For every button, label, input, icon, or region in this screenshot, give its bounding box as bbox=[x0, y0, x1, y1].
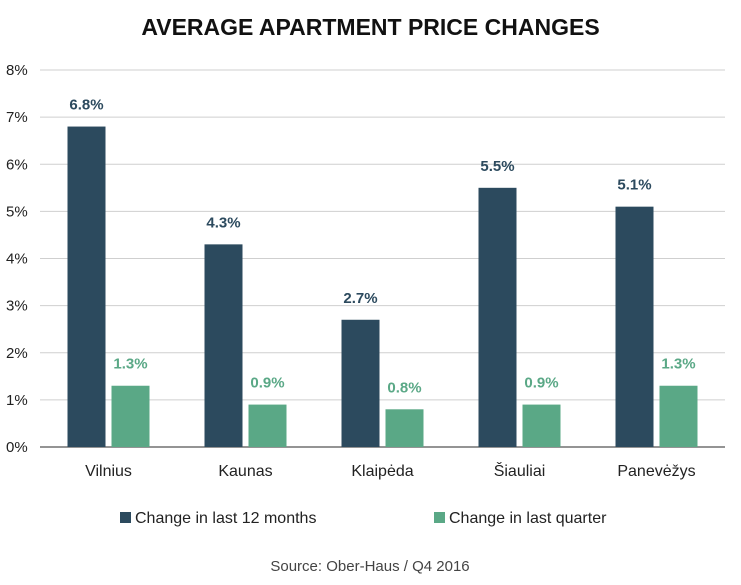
data-label: 5.1% bbox=[617, 177, 651, 194]
bar-quarter bbox=[111, 385, 150, 447]
y-tick-label: 4% bbox=[6, 251, 28, 268]
y-tick-label: 8% bbox=[6, 62, 28, 79]
y-tick-label: 0% bbox=[6, 439, 28, 456]
bar-quarter bbox=[659, 385, 698, 447]
category-label: Klaipėda bbox=[351, 463, 413, 480]
source-note: Source: Ober-Haus / Q4 2016 bbox=[270, 558, 469, 575]
category-label: Vilnius bbox=[85, 463, 132, 480]
category-label: Šiauliai bbox=[494, 461, 546, 480]
data-label: 1.3% bbox=[113, 356, 147, 373]
y-tick-label: 1% bbox=[6, 392, 28, 409]
y-tick-label: 7% bbox=[6, 109, 28, 126]
bar-12-months bbox=[478, 187, 517, 447]
data-label: 0.8% bbox=[387, 379, 421, 396]
data-label: 4.3% bbox=[206, 214, 240, 231]
y-tick-label: 2% bbox=[6, 345, 28, 362]
data-label: 5.5% bbox=[480, 158, 514, 175]
data-label: 1.3% bbox=[661, 356, 695, 373]
legend-label: Change in last quarter bbox=[449, 510, 607, 527]
legend-swatch bbox=[434, 512, 445, 523]
y-tick-label: 3% bbox=[6, 298, 28, 315]
data-labels: 6.8% 1.3% 4.3% 0.9% 2.7% 0.8% 5.5% 0.9% 5.1% 1.3% bbox=[69, 97, 695, 397]
y-tick-label: 5% bbox=[6, 203, 28, 220]
legend: Change in last 12 months Change in last q… bbox=[120, 510, 607, 527]
bar-quarter bbox=[248, 404, 287, 447]
chart-title: AVERAGE APARTMENT PRICE CHANGES bbox=[141, 14, 600, 40]
category-label: Kaunas bbox=[218, 463, 272, 480]
y-tick-label: 6% bbox=[6, 156, 28, 173]
legend-swatch bbox=[120, 512, 131, 523]
bar-12-months bbox=[615, 206, 654, 447]
gridlines bbox=[40, 69, 725, 448]
bar-quarter bbox=[385, 409, 424, 447]
data-label: 0.9% bbox=[250, 375, 284, 392]
data-label: 2.7% bbox=[343, 290, 377, 307]
bar-12-months bbox=[341, 319, 380, 447]
y-axis-ticks: 0% 1% 2% 3% 4% 5% 6% 7% 8% bbox=[6, 62, 28, 456]
data-label: 6.8% bbox=[69, 97, 103, 114]
bars bbox=[67, 126, 698, 448]
category-labels: Vilnius Kaunas Klaipėda Šiauliai Panevėžys bbox=[85, 461, 696, 480]
category-label: Panevėžys bbox=[617, 463, 695, 480]
data-label: 0.9% bbox=[524, 375, 558, 392]
legend-label: Change in last 12 months bbox=[135, 510, 316, 527]
bar-12-months bbox=[67, 126, 106, 448]
bar-quarter bbox=[522, 404, 561, 447]
bar-12-months bbox=[204, 244, 243, 447]
